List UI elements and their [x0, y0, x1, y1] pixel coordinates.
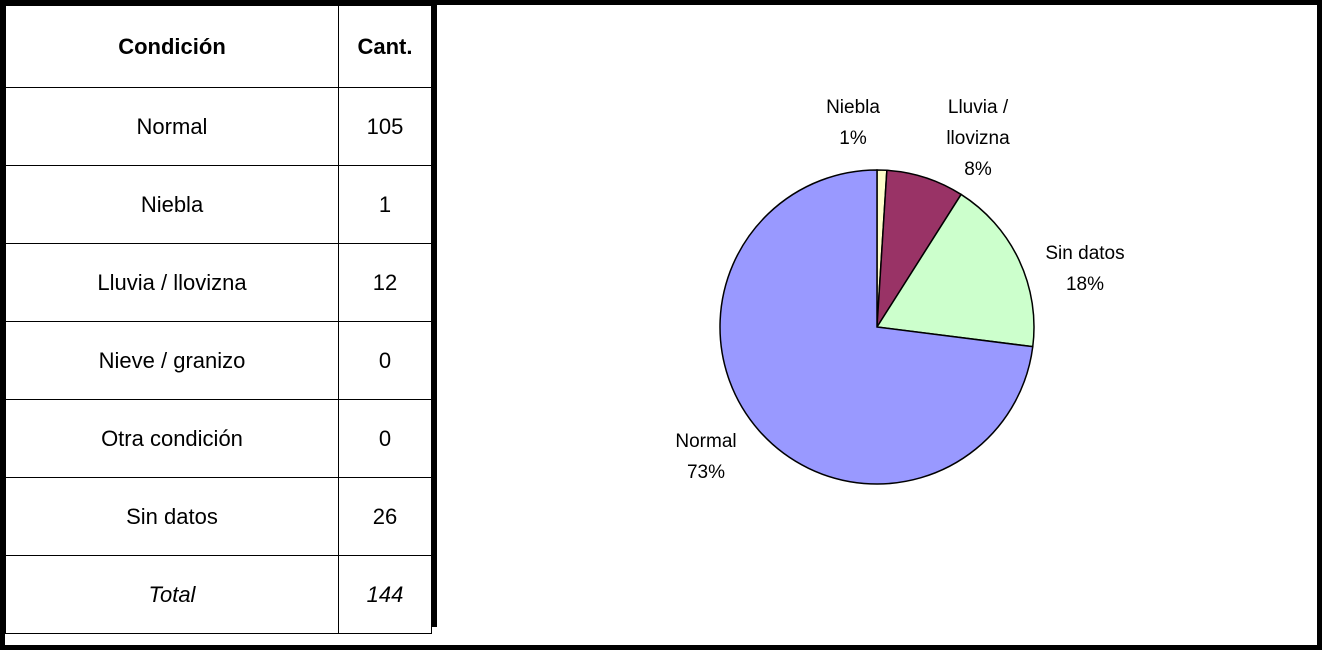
- table-row: Otra condición 0: [5, 399, 432, 478]
- total-row: Total 144: [5, 555, 432, 634]
- table-body: Normal 105 Niebla 1 Lluvia / llovizna 12 Nieve…: [5, 87, 432, 634]
- table-cell: Nieve / granizo: [5, 321, 339, 400]
- header-cell: Cant.: [338, 5, 432, 88]
- header-cell: Condición: [5, 5, 339, 88]
- pie-label: Normal 73%: [675, 426, 736, 488]
- pie-chart: [719, 169, 1035, 485]
- table-cell: Lluvia / llovizna: [5, 243, 339, 322]
- pie-label-value: 73%: [686, 462, 726, 483]
- table-row: Lluvia / llovizna 12: [5, 243, 432, 322]
- table-row: Niebla 1: [5, 165, 432, 244]
- pie-label-name: Lluvia / llovizna: [946, 97, 1010, 149]
- pie-label: Lluvia / llovizna 8%: [928, 92, 1028, 185]
- table-row: Sin datos 26: [5, 477, 432, 556]
- pie-label-name: Normal: [675, 431, 737, 452]
- table-row: Nieve / granizo 0: [5, 321, 432, 400]
- header-row: Condición Cant.: [5, 5, 432, 88]
- table-cell: Normal: [5, 87, 339, 166]
- table-cell: Niebla: [5, 165, 339, 244]
- table-cell: 0: [338, 399, 432, 478]
- table-row: Normal 105: [5, 87, 432, 166]
- data-table: Condición Cant. Normal 105 Niebla 1 Lluvia / …: [5, 5, 432, 634]
- total-cell: Total: [5, 555, 339, 634]
- pie-label-value: 8%: [964, 159, 992, 180]
- pie-label-value: 18%: [1065, 274, 1105, 295]
- pie-label-name: Sin datos: [1045, 243, 1125, 264]
- table-cell: 0: [338, 321, 432, 400]
- pie-label-value: 1%: [839, 128, 867, 149]
- table-cell: Sin datos: [5, 477, 339, 556]
- pie-slice: [875, 193, 1035, 348]
- pie-slice: [719, 169, 1034, 485]
- table-cell: 12: [338, 243, 432, 322]
- pie-label-name: Niebla: [826, 97, 880, 118]
- table-cell: 26: [338, 477, 432, 556]
- divider: [432, 0, 437, 627]
- table-cell: Otra condición: [5, 399, 339, 478]
- pie-label: Niebla 1%: [826, 92, 880, 154]
- pie-label: Sin datos 18%: [1045, 238, 1124, 300]
